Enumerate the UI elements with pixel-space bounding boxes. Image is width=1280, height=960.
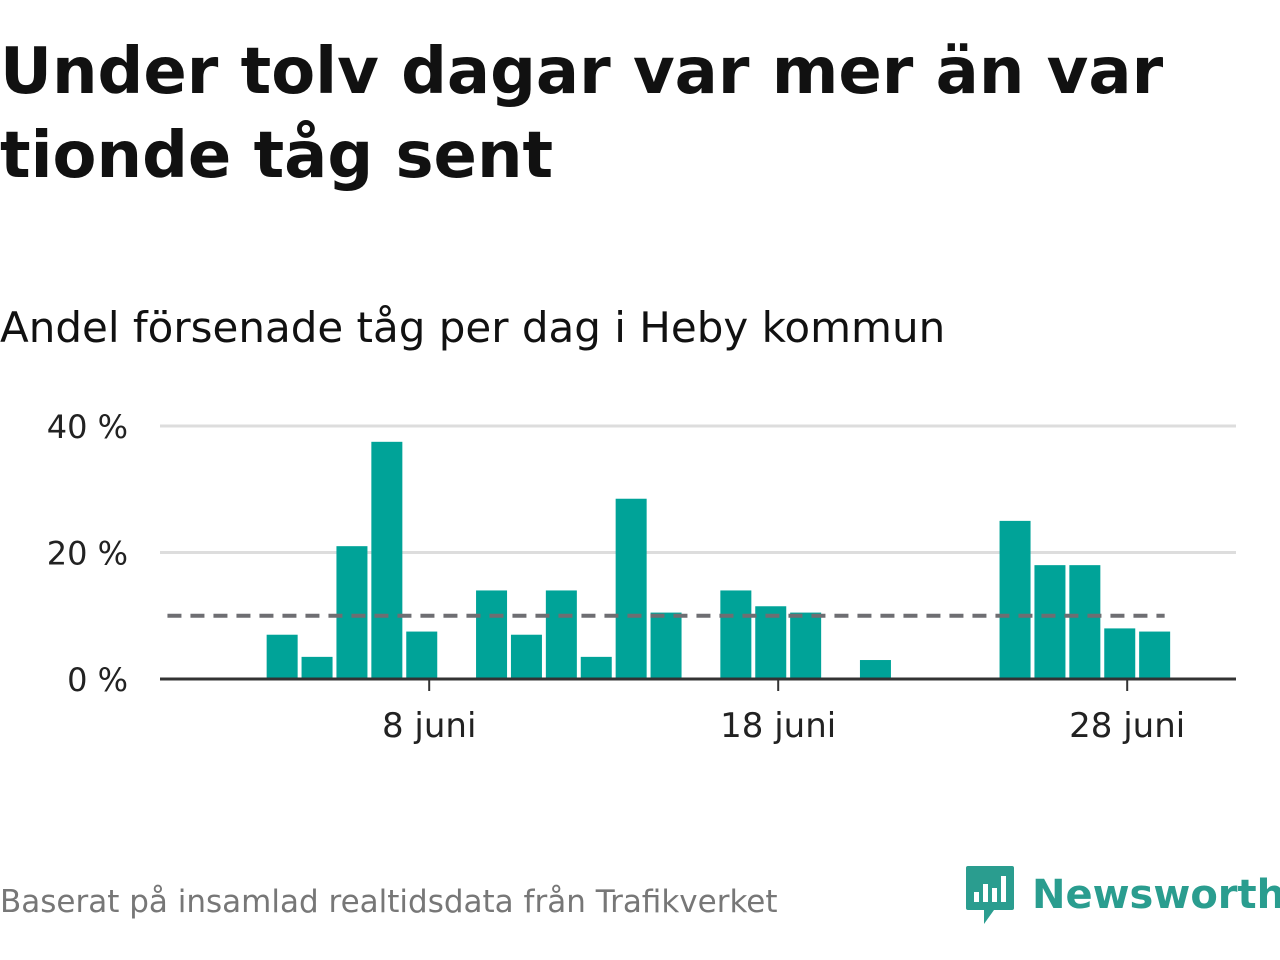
bar bbox=[790, 612, 822, 679]
bar bbox=[1034, 565, 1066, 679]
bars bbox=[266, 441, 1171, 679]
bar bbox=[336, 546, 368, 679]
bar bbox=[1069, 565, 1101, 679]
x-tick-label: 28 juni bbox=[1069, 706, 1185, 746]
source-note: Baserat på insamlad realtidsdata från Tr… bbox=[0, 884, 778, 920]
y-tick-label: 40 % bbox=[47, 408, 128, 446]
bar bbox=[301, 656, 333, 679]
x-tick-label: 8 juni bbox=[382, 706, 476, 746]
bar bbox=[266, 634, 298, 679]
bar bbox=[476, 590, 508, 679]
bar bbox=[545, 590, 577, 679]
chart-subtitle: Andel försenade tåg per dag i Heby kommu… bbox=[0, 303, 946, 352]
bar bbox=[859, 660, 891, 679]
y-tick-label: 0 % bbox=[67, 661, 128, 699]
bar bbox=[720, 590, 752, 679]
brand-logo: Newsworthy bbox=[964, 864, 1280, 926]
brand-name: Newsworthy bbox=[1032, 872, 1280, 918]
bar bbox=[371, 441, 403, 679]
bar bbox=[615, 498, 647, 679]
x-tick-label: 18 juni bbox=[720, 706, 836, 746]
y-tick-label: 20 % bbox=[47, 535, 128, 573]
page-title: Under tolv dagar var mer än var tionde t… bbox=[0, 35, 1164, 193]
bar bbox=[510, 634, 542, 679]
y-axis-tick-labels: 0 % 20 % 40 % bbox=[47, 408, 128, 699]
bar bbox=[650, 612, 682, 679]
bar bbox=[580, 656, 612, 679]
bar bbox=[406, 631, 438, 679]
newsworthy-logo-icon bbox=[966, 866, 1014, 924]
bar bbox=[755, 606, 787, 679]
bar bbox=[1104, 628, 1136, 679]
bar-chart: 0 % 20 % 40 % 8 juni 18 juni 28 juni bbox=[47, 408, 1236, 746]
bar bbox=[999, 520, 1031, 679]
bar bbox=[1139, 631, 1171, 679]
gridlines bbox=[160, 424, 1236, 554]
x-axis-tick-labels: 8 juni 18 juni 28 juni bbox=[382, 679, 1185, 746]
